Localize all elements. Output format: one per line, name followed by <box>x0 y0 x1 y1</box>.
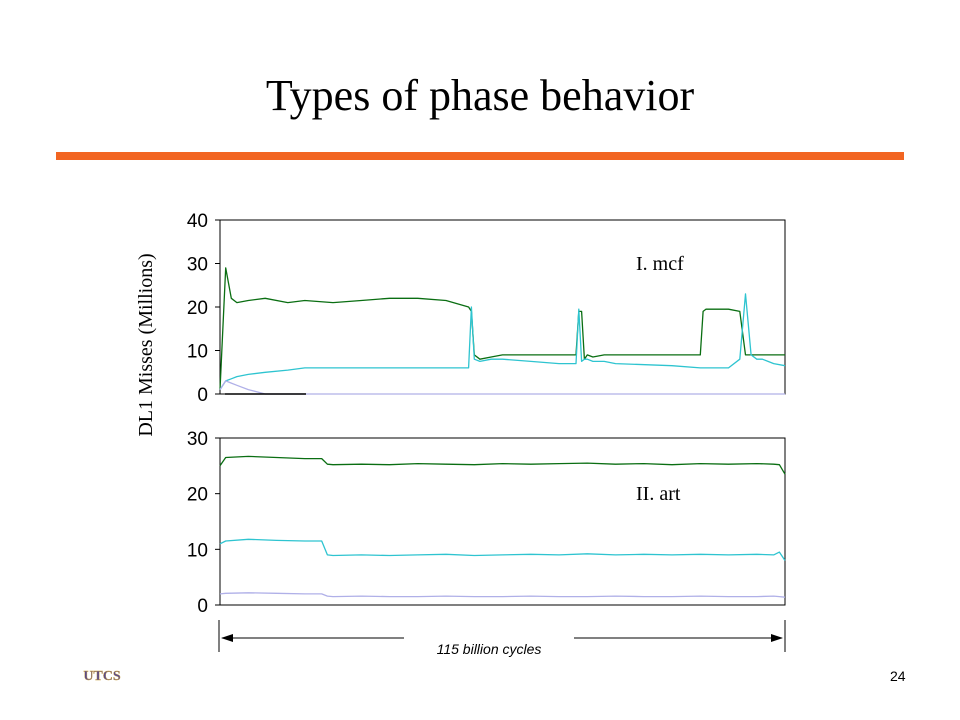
arrow-right-icon <box>771 634 783 642</box>
art-panel-label: II. art <box>636 483 681 505</box>
art-chart-panel: 0 10 20 30 II. art <box>187 429 786 617</box>
mcf-y-tick-label: 40 <box>187 211 208 232</box>
slide-title: Types of phase behavior <box>265 71 695 120</box>
mcf-series-line-2 <box>219 293 786 390</box>
art-y-tick-label: 30 <box>187 429 208 450</box>
mcf-y-tick-label: 0 <box>197 385 208 406</box>
cycles-span: 115 billion cycles <box>218 620 786 657</box>
mcf-y-tick-label: 20 <box>187 298 208 319</box>
mcf-chart-panel: 0 10 20 30 40 I. mcf <box>187 211 786 406</box>
mcf-y-tick-label: 30 <box>187 255 208 276</box>
art-series-line-2 <box>219 538 786 561</box>
art-y-tick-label: 20 <box>187 485 208 506</box>
art-y-tick-label: 0 <box>197 596 208 617</box>
arrow-left-icon <box>221 634 233 642</box>
mcf-panel-label: I. mcf <box>636 253 684 275</box>
art-y-tick-label: 10 <box>187 540 208 561</box>
art-series-line-1 <box>219 455 786 475</box>
art-series-line-3 <box>219 592 786 598</box>
cycles-span-label: 115 billion cycles <box>437 641 542 657</box>
mcf-y-tick-label: 10 <box>187 342 208 363</box>
svg-text:UTCS: UTCS <box>83 669 121 684</box>
mcf-series-line-3 <box>219 380 785 395</box>
art-plot-frame <box>219 437 786 606</box>
page-number: 24 <box>890 668 906 684</box>
title-rule <box>56 152 904 160</box>
utcs-logo: UTCS <box>74 664 130 686</box>
mcf-series-line-1 <box>219 267 785 390</box>
y-axis-label: DL1 Misses (Millions) <box>135 253 157 436</box>
